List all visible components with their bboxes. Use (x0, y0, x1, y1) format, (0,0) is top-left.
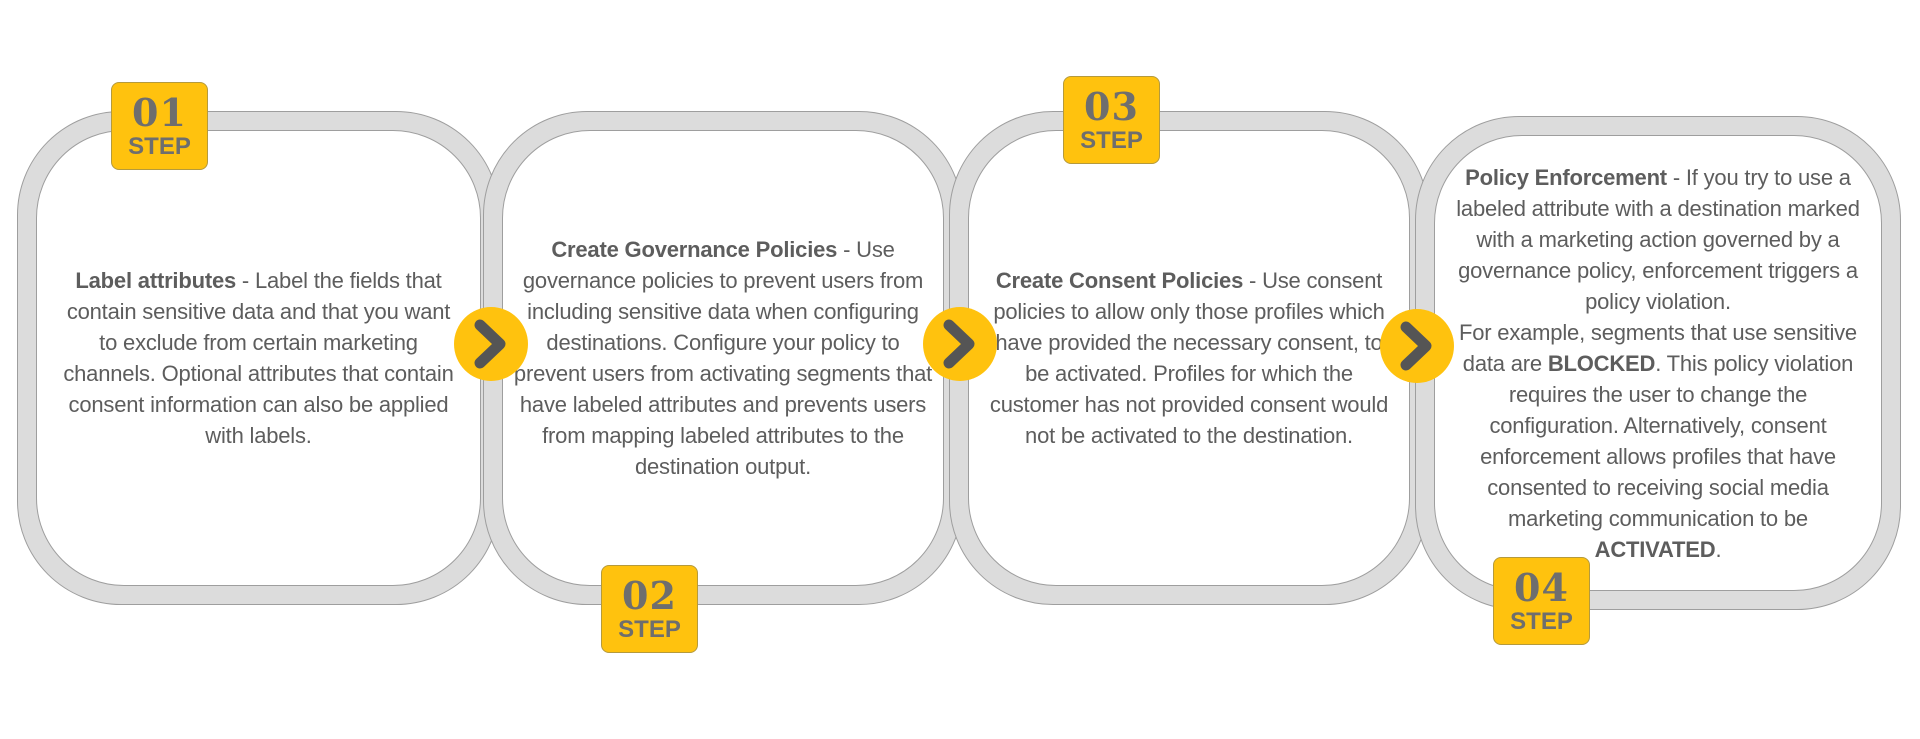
step-card-1-content: Label attributes - Label the fields that… (36, 130, 481, 586)
chevron-right-icon (1380, 309, 1454, 383)
body-text: If you try to use a labeled attribute wi… (1456, 164, 1860, 314)
step-badge-3-number: 03 (1084, 84, 1139, 129)
step-badge-2-label: STEP (618, 616, 681, 643)
step-3-title: Create Consent Policies (995, 268, 1244, 293)
step-card-1: Label attributes - Label the fields that… (17, 111, 500, 605)
step-2-body: Use governance policies to prevent users… (514, 237, 932, 479)
step-card-3-content: Create Consent Policies - Use consent po… (968, 130, 1410, 586)
step-card-2: Create Governance Policies - Use governa… (483, 111, 963, 605)
step-badge-1-number: 01 (132, 90, 187, 135)
body-text: Use governance policies to prevent users… (513, 237, 933, 479)
step-card-2-content: Create Governance Policies - Use governa… (502, 130, 944, 586)
step-3-description: Create Consent Policies - Use consent po… (989, 265, 1389, 451)
step-1-description: Label attributes - Label the fields that… (59, 265, 459, 451)
step-badge-3-label: STEP (1080, 127, 1143, 154)
step-badge-2-number: 02 (622, 573, 677, 618)
step-card-4-content: Policy Enforcement - If you try to use a… (1434, 135, 1882, 591)
chevron-right-icon (923, 307, 997, 381)
step-badge-4: 04 STEP (1493, 557, 1590, 645)
step-4-body: If you try to use a labeled attribute wi… (1456, 165, 1860, 562)
step-badge-3: 03 STEP (1063, 76, 1160, 164)
step-badge-1-label: STEP (128, 133, 191, 160)
step-badge-1: 01 STEP (111, 82, 208, 170)
body-text: . This policy violation requires the use… (1480, 350, 1854, 531)
body-text: Label the fields that contain sensitive … (63, 268, 454, 448)
step-2-title: Create Governance Policies (551, 237, 838, 262)
step-3-separator: - (1243, 268, 1263, 293)
step-badge-4-label: STEP (1510, 608, 1573, 635)
step-1-body: Label the fields that contain sensitive … (63, 268, 453, 448)
step-3-body: Use consent policies to allow only those… (990, 268, 1388, 448)
step-badge-4-number: 04 (1514, 565, 1569, 610)
step-card-4: Policy Enforcement - If you try to use a… (1415, 116, 1901, 610)
body-text: For example, segments that use sensitive… (1459, 319, 1857, 376)
step-1-title: Label attributes (75, 268, 237, 293)
step-2-separator: - (837, 237, 857, 262)
body-text: . (1715, 536, 1722, 562)
step-4-title: Policy Enforcement (1465, 164, 1667, 190)
step-2-description: Create Governance Policies - Use governa… (511, 234, 936, 482)
step-4-separator: - (1666, 164, 1686, 190)
body-text: Use consent policies to allow only those… (989, 268, 1389, 448)
emphasis-text: BLOCKED (1547, 350, 1656, 376)
emphasis-text: ACTIVATED (1594, 536, 1716, 562)
step-badge-2: 02 STEP (601, 565, 698, 653)
step-4-description: Policy Enforcement - If you try to use a… (1442, 162, 1874, 565)
step-1-separator: - (236, 268, 255, 293)
step-card-3: Create Consent Policies - Use consent po… (949, 111, 1429, 605)
chevron-right-icon (454, 307, 528, 381)
